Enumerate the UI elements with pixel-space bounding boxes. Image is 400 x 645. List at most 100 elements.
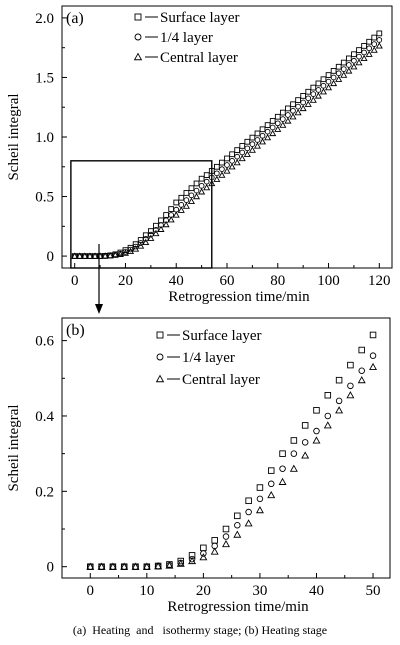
panel-b: 0 10 20 30 40 50 0 0.2 0.4 0.6 Retrogression time/…	[6, 317, 391, 615]
y-tick-label: 2.0	[35, 11, 54, 27]
triangle-data-point	[86, 562, 95, 570]
triangle-data-point	[213, 175, 221, 182]
triangle-data-point	[132, 245, 140, 252]
triangle-data-point	[152, 229, 160, 237]
circle-data-point	[347, 382, 354, 390]
circle-data-point	[351, 57, 357, 64]
triangle-data-point	[335, 75, 343, 82]
x-tick-label: 120	[368, 273, 391, 289]
circle-data-point	[229, 157, 235, 164]
triangle-data-point	[167, 216, 175, 223]
y-tick-label: 0	[47, 560, 55, 576]
square-data-point	[188, 185, 195, 192]
x-tick-label: 20	[196, 583, 211, 599]
triangle-data-point	[255, 506, 264, 514]
circle-data-point	[376, 37, 383, 43]
circle-data-point	[219, 166, 225, 173]
square-data-point	[229, 151, 235, 158]
triangle-data-point	[76, 252, 84, 259]
triangle-data-point	[165, 561, 174, 569]
legend-marker	[133, 52, 143, 61]
square-data-point	[361, 43, 367, 49]
panel-a: 0 20 40 60 80 100 120 0 0.5 1.0 1.5 2.0 Retrogressio…	[6, 5, 393, 305]
square-data-point	[347, 361, 354, 369]
square-data-point	[224, 155, 230, 162]
triangle-data-point	[269, 129, 277, 137]
square-data-point	[324, 391, 332, 399]
triangle-data-point	[259, 138, 267, 145]
square-data-point	[239, 143, 246, 149]
triangle-data-point	[108, 562, 117, 570]
triangle-data-point	[193, 192, 201, 200]
triangle-data-point	[81, 252, 89, 259]
triangle-data-point	[116, 250, 124, 257]
circle-data-point	[361, 49, 367, 56]
legend-label: Surface layer	[160, 10, 240, 26]
circle-data-point	[279, 465, 286, 472]
triangle-data-point	[198, 188, 206, 195]
triangle-data-point	[279, 121, 287, 128]
plot-frame	[61, 317, 391, 579]
triangle-data-point	[335, 406, 344, 414]
triangle-data-point	[264, 133, 272, 141]
triangle-data-point	[188, 556, 197, 565]
triangle-data-point	[97, 562, 106, 570]
square-data-point	[376, 30, 383, 37]
circle-data-point	[269, 124, 276, 131]
circle-data-point	[239, 149, 246, 156]
circle-data-point	[358, 367, 365, 375]
square-data-point	[310, 84, 317, 91]
triangle-data-point	[147, 234, 155, 241]
circle-data-point	[137, 240, 144, 246]
square-data-point	[259, 126, 266, 133]
circle-data-point	[188, 192, 195, 199]
square-data-point	[335, 63, 342, 70]
square-data-point	[369, 331, 377, 339]
square-data-point	[269, 118, 276, 124]
circle-data-point	[330, 74, 337, 81]
circle-data-point	[234, 521, 241, 529]
square-data-point	[285, 105, 291, 112]
y-tick-label: 1.5	[35, 70, 54, 86]
triangle-data-point	[233, 530, 242, 538]
legend-label: Central layer	[160, 50, 238, 66]
x-axis-label: Retrogression time/min	[167, 599, 309, 615]
square-data-point	[290, 437, 298, 444]
legend-marker	[134, 13, 142, 21]
circle-data-point	[335, 70, 342, 77]
triangle-data-point	[223, 167, 231, 174]
triangle-data-point	[177, 206, 185, 213]
square-data-point	[213, 163, 220, 170]
x-tick-label: 10	[139, 583, 154, 599]
square-data-point	[267, 467, 275, 474]
plot-frame	[61, 5, 393, 269]
triangle-data-point	[243, 150, 251, 157]
y-axis-label: Scheil integral	[6, 404, 22, 491]
triangle-data-point	[355, 58, 363, 66]
circle-data-point	[245, 508, 252, 516]
zoom-box	[70, 160, 213, 269]
triangle-data-point	[244, 519, 253, 527]
triangle-data-point	[142, 238, 150, 246]
circle-data-point	[203, 178, 210, 185]
square-data-point	[193, 180, 200, 187]
triangle-data-point	[199, 553, 208, 561]
triangle-data-point	[127, 247, 135, 254]
triangle-data-point	[375, 42, 383, 49]
circle-data-point	[200, 550, 207, 557]
circle-data-point	[259, 132, 266, 139]
circle-data-point	[285, 112, 291, 118]
x-tick-label: 0	[87, 583, 95, 599]
square-data-point	[305, 88, 312, 95]
triangle-data-point	[309, 96, 317, 103]
circle-data-point	[290, 450, 298, 457]
triangle-data-point	[274, 125, 282, 132]
square-data-point	[222, 525, 230, 533]
legend-marker	[155, 374, 165, 383]
circle-data-point	[371, 41, 378, 47]
square-data-point	[211, 537, 218, 544]
circle-data-point	[300, 99, 307, 106]
triangle-data-point	[319, 88, 327, 95]
triangle-data-point	[253, 142, 261, 149]
triangle-data-point	[294, 108, 302, 116]
